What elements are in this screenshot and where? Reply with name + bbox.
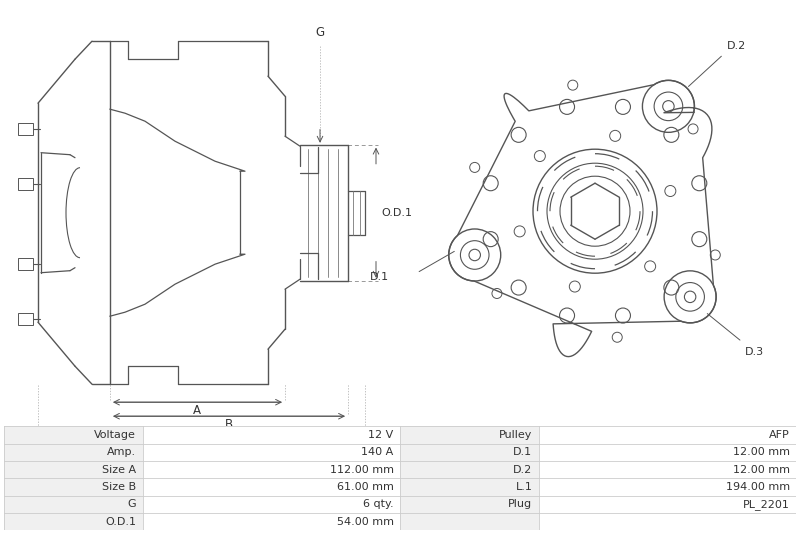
Text: 140 A: 140 A [362,447,394,457]
Bar [18,178,33,190]
Text: 12.00 mm: 12.00 mm [733,447,790,457]
Text: B: B [225,418,233,431]
Text: Size A: Size A [102,465,136,475]
Text: D.3: D.3 [745,347,764,357]
Text: Plug: Plug [508,499,532,510]
Text: D.1: D.1 [370,272,389,282]
Bar [400,513,538,530]
Bar [18,123,33,135]
Text: L.1: L.1 [192,432,210,445]
Bar [18,258,33,270]
Bar [538,479,796,496]
Bar [400,426,538,443]
Text: A3321: A3321 [13,450,77,468]
Bar [538,496,796,513]
Bar [142,496,400,513]
Text: 12 V: 12 V [369,430,394,440]
Bar [400,479,538,496]
Bar [4,496,142,513]
Text: D.1: D.1 [513,447,532,457]
Bar [142,479,400,496]
Text: Size B: Size B [102,482,136,492]
Bar [142,513,400,530]
Text: A: A [193,404,201,417]
Text: Pulley: Pulley [499,430,532,440]
Text: 194.00 mm: 194.00 mm [726,482,790,492]
Text: D.2: D.2 [726,42,746,51]
Text: D.2: D.2 [513,465,532,475]
Text: 54.00 mm: 54.00 mm [337,516,394,527]
Bar [4,479,142,496]
Bar [538,426,796,443]
Text: O.D.1: O.D.1 [381,208,412,217]
Bar [400,443,538,461]
Text: AFP: AFP [769,430,790,440]
Bar [142,443,400,461]
Text: PL_2201: PL_2201 [742,499,790,510]
Bar [538,461,796,479]
Bar [4,443,142,461]
Text: 112.00 mm: 112.00 mm [330,465,394,475]
Bar [18,313,33,325]
Text: Voltage: Voltage [94,430,136,440]
Bar [400,461,538,479]
Bar [4,513,142,530]
Bar [538,443,796,461]
Text: 12.00 mm: 12.00 mm [733,465,790,475]
Bar [4,426,142,443]
Bar [4,461,142,479]
Bar [142,461,400,479]
Text: 61.00 mm: 61.00 mm [337,482,394,492]
Text: Amp.: Amp. [107,447,136,457]
Text: 6 qty.: 6 qty. [363,499,394,510]
Text: O.D.1: O.D.1 [106,516,136,527]
Bar [538,513,796,530]
Text: G: G [315,26,325,39]
Text: L.1: L.1 [515,482,532,492]
Bar [400,496,538,513]
Bar [142,426,400,443]
Text: G: G [128,499,136,510]
